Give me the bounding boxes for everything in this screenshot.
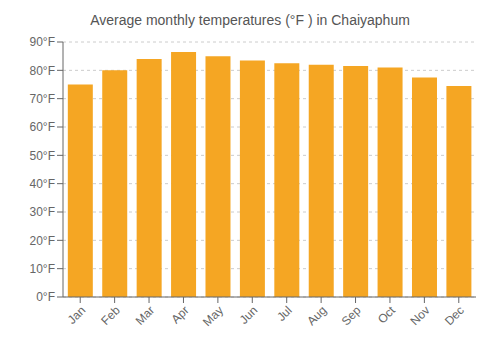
svg-text:20°F: 20°F [30,234,55,248]
svg-text:Oct: Oct [375,303,399,327]
svg-text:70°F: 70°F [30,92,55,106]
svg-text:May: May [200,303,226,329]
svg-text:60°F: 60°F [30,120,55,134]
svg-text:90°F: 90°F [30,35,55,49]
svg-text:Jul: Jul [274,303,295,324]
svg-text:50°F: 50°F [30,149,55,163]
svg-text:40°F: 40°F [30,177,55,191]
svg-text:Feb: Feb [98,303,123,328]
svg-text:Dec: Dec [442,303,467,328]
svg-text:Jun: Jun [237,303,261,327]
svg-text:Apr: Apr [168,303,191,326]
svg-text:30°F: 30°F [30,205,55,219]
html-text:Average monthly temperatures (: Average monthly temperatures (°F ) in Ch… [90,12,410,28]
svg-text:Aug: Aug [304,303,329,328]
svg-text:Sep: Sep [339,303,364,328]
svg-text:Mar: Mar [133,303,158,328]
svg-text:10°F: 10°F [30,262,55,276]
svg-text:Nov: Nov [408,303,433,328]
svg-text:80°F: 80°F [30,64,55,78]
svg-text:0°F: 0°F [36,290,55,304]
svg-text:Jan: Jan [65,303,89,327]
